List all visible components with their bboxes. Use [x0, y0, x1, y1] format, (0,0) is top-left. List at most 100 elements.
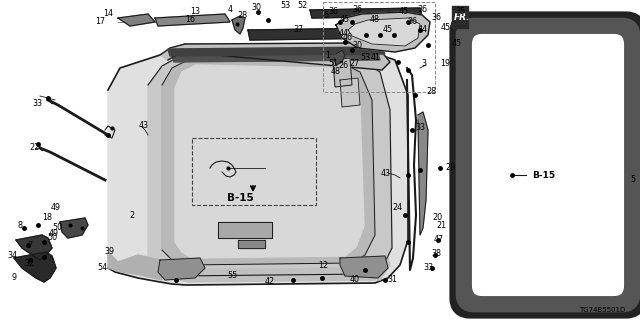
Text: 53: 53	[360, 52, 370, 61]
Polygon shape	[340, 78, 360, 107]
Text: 44: 44	[339, 29, 349, 38]
FancyBboxPatch shape	[476, 38, 620, 292]
Polygon shape	[158, 258, 205, 280]
Bar	[192, 138, 316, 205]
Text: 39: 39	[104, 247, 114, 257]
Text: 34: 34	[7, 252, 17, 260]
Text: 41: 41	[371, 53, 381, 62]
Text: 20: 20	[432, 213, 442, 222]
Text: 26: 26	[338, 60, 348, 69]
Text: 28: 28	[237, 12, 247, 20]
Text: 48: 48	[331, 68, 341, 76]
Polygon shape	[118, 14, 155, 26]
Text: 30: 30	[352, 42, 362, 51]
Text: 13: 13	[190, 6, 200, 15]
Text: 21: 21	[436, 221, 446, 230]
Polygon shape	[232, 16, 245, 34]
Text: 1: 1	[326, 51, 330, 60]
Polygon shape	[60, 218, 88, 238]
Polygon shape	[148, 55, 392, 276]
Text: 36: 36	[417, 5, 427, 14]
Text: 19: 19	[440, 60, 450, 68]
Text: FR.: FR.	[454, 12, 470, 21]
Text: B-15: B-15	[227, 193, 253, 203]
Polygon shape	[418, 112, 428, 235]
Text: 36: 36	[328, 6, 338, 15]
Text: 5: 5	[630, 175, 636, 185]
Polygon shape	[108, 252, 162, 280]
Text: 32: 32	[24, 260, 34, 268]
Text: 49: 49	[49, 229, 59, 238]
Text: 35: 35	[455, 6, 465, 15]
Text: 50: 50	[52, 223, 62, 233]
Text: 47: 47	[434, 236, 444, 244]
Text: 29: 29	[445, 164, 455, 172]
Polygon shape	[16, 235, 52, 260]
Polygon shape	[334, 50, 345, 65]
Polygon shape	[175, 65, 364, 258]
Text: 33: 33	[32, 100, 42, 108]
Text: 45: 45	[441, 23, 451, 33]
Text: 33: 33	[415, 124, 425, 132]
Text: 27: 27	[349, 60, 359, 68]
Text: 53: 53	[280, 1, 290, 10]
Text: 8: 8	[17, 221, 22, 230]
Polygon shape	[160, 43, 390, 70]
Text: 7: 7	[28, 242, 33, 251]
Text: 6: 6	[323, 12, 328, 20]
Text: 45: 45	[452, 39, 462, 49]
Polygon shape	[336, 12, 430, 52]
Text: 45: 45	[340, 15, 350, 25]
Polygon shape	[155, 14, 230, 26]
Polygon shape	[248, 28, 390, 40]
Text: 45: 45	[399, 7, 409, 17]
Text: 4: 4	[227, 4, 232, 13]
Text: 36: 36	[407, 18, 417, 27]
Text: 46: 46	[343, 34, 353, 43]
Text: 18: 18	[42, 213, 52, 222]
Text: 3: 3	[422, 59, 426, 68]
Polygon shape	[108, 44, 408, 285]
Text: TG74B5501D: TG74B5501D	[579, 307, 625, 313]
Text: 31: 31	[387, 275, 397, 284]
Text: 44: 44	[418, 26, 428, 35]
Polygon shape	[310, 8, 422, 18]
Polygon shape	[333, 58, 352, 87]
Text: 50: 50	[47, 234, 57, 243]
Polygon shape	[452, 6, 468, 28]
Text: 38: 38	[431, 250, 441, 259]
Polygon shape	[218, 222, 272, 238]
Text: 45: 45	[383, 26, 393, 35]
Polygon shape	[340, 256, 388, 278]
Text: 16: 16	[185, 14, 195, 23]
Polygon shape	[348, 18, 420, 46]
Text: 36: 36	[431, 13, 441, 22]
Text: 30: 30	[251, 3, 261, 12]
Text: 49: 49	[51, 204, 61, 212]
Text: 42: 42	[265, 277, 275, 286]
Polygon shape	[162, 60, 375, 265]
Text: 55: 55	[227, 271, 237, 281]
Text: 17: 17	[95, 17, 105, 26]
Text: 9: 9	[12, 273, 17, 282]
Text: 33: 33	[423, 262, 433, 271]
Text: 48: 48	[370, 15, 380, 25]
Text: B-15: B-15	[532, 171, 555, 180]
Text: 37: 37	[293, 26, 303, 35]
Polygon shape	[14, 252, 56, 282]
Text: 2: 2	[129, 211, 134, 220]
Polygon shape	[172, 53, 380, 62]
Text: 52: 52	[298, 1, 308, 10]
Text: 22: 22	[30, 142, 40, 151]
Polygon shape	[145, 258, 390, 282]
Text: 28: 28	[426, 87, 436, 97]
Text: 24: 24	[392, 203, 402, 212]
Text: 43: 43	[139, 122, 149, 131]
Text: 14: 14	[103, 10, 113, 19]
Text: 12: 12	[318, 260, 328, 269]
Polygon shape	[168, 47, 385, 56]
Polygon shape	[238, 240, 265, 248]
Text: 40: 40	[350, 275, 360, 284]
Text: 51: 51	[328, 59, 338, 68]
Text: 36: 36	[352, 5, 362, 14]
